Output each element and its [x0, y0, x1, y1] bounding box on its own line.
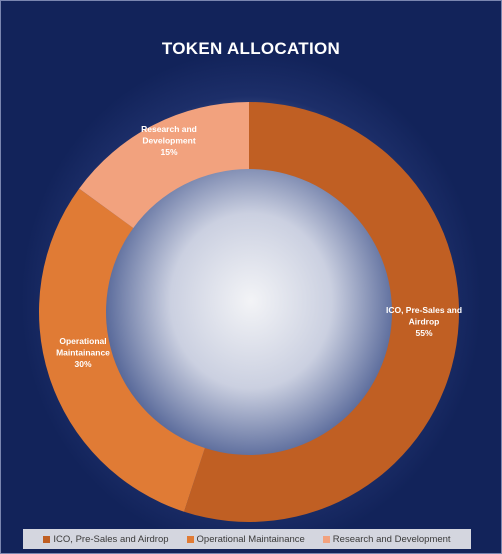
legend-item-research[interactable]: Research and Development	[322, 533, 451, 545]
data-label-name: Operational	[59, 336, 106, 346]
donut-slice-research[interactable]	[79, 102, 249, 228]
donut-slice-operational[interactable]	[38, 188, 205, 512]
legend-swatch-research	[322, 535, 330, 543]
chart-legend: ICO, Pre-Sales and Airdrop Operational M…	[23, 529, 471, 549]
data-label-pct: 30%	[74, 359, 91, 369]
legend-label-research: Research and Development	[332, 533, 451, 545]
data-label-pct: 15%	[160, 147, 177, 157]
donut-slice-ico[interactable]	[184, 102, 459, 522]
data-label-name: Development	[142, 136, 196, 146]
data-label-name: Research and	[141, 124, 197, 134]
legend-swatch-operational	[186, 535, 194, 543]
legend-item-operational[interactable]: Operational Maintainance	[186, 533, 305, 545]
data-label-pct: 55%	[415, 328, 432, 338]
legend-item-ico[interactable]: ICO, Pre-Sales and Airdrop	[43, 533, 169, 545]
legend-swatch-ico	[43, 535, 51, 543]
data-label-name: ICO, Pre-Sales and	[386, 305, 462, 315]
data-label-name: Maintainance	[56, 348, 110, 358]
chart-title: TOKEN ALLOCATION	[161, 39, 341, 58]
data-label-name: Airdrop	[409, 317, 440, 327]
legend-label-ico: ICO, Pre-Sales and Airdrop	[53, 533, 169, 545]
legend-label-operational: Operational Maintainance	[196, 533, 305, 545]
